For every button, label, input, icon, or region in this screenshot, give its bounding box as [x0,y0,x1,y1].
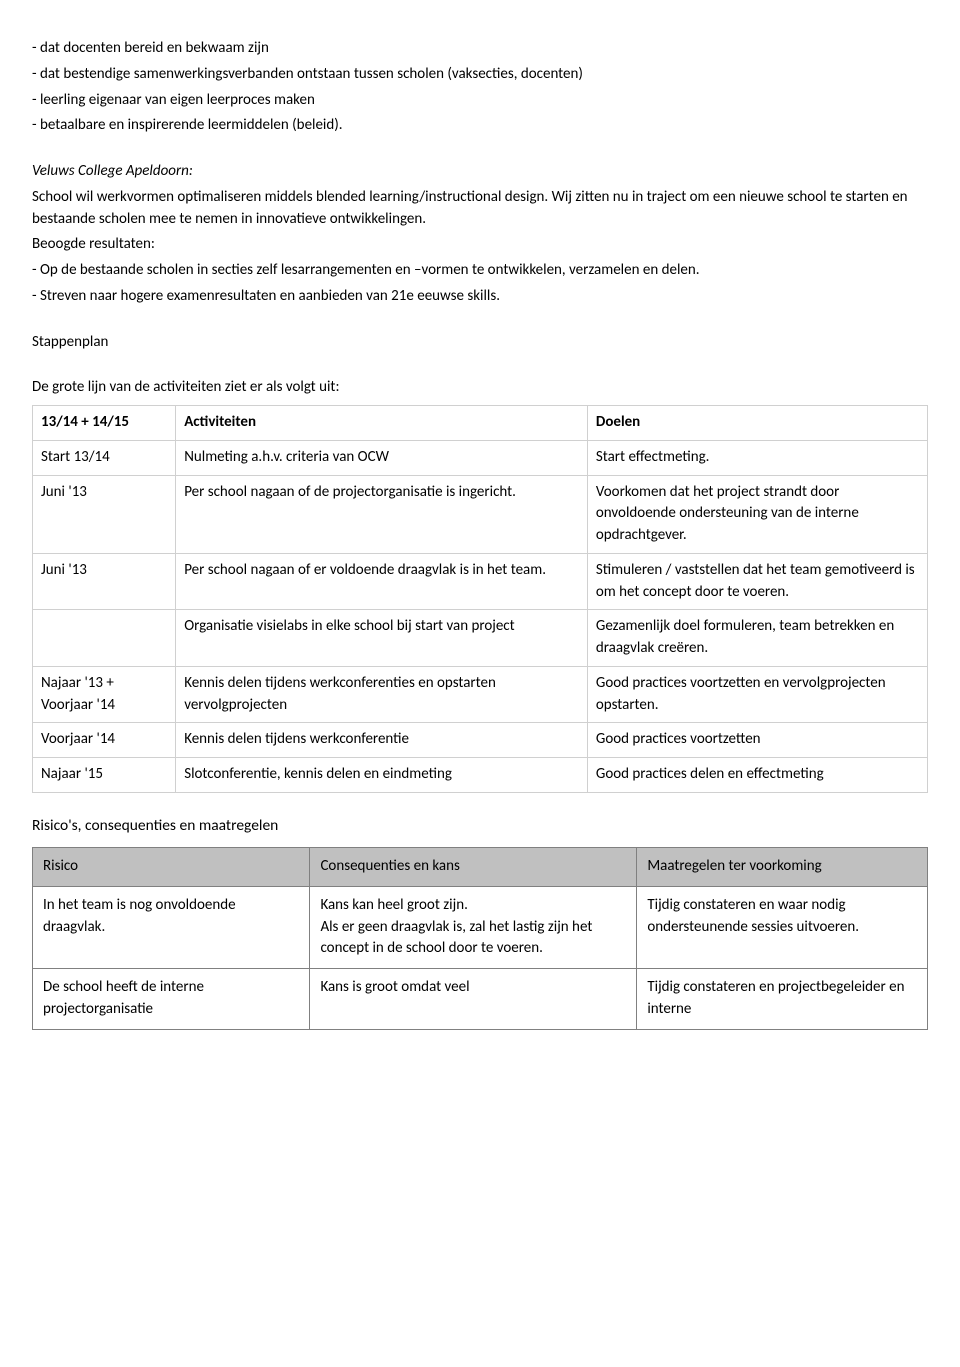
risico-conseq: Kans kan heel groot zijn. Als er geen dr… [310,886,637,968]
plan-period: Voorjaar '14 [33,723,176,758]
plan-goal: Voorkomen dat het project strandt door o… [587,475,927,553]
plan-header-goals: Doelen [587,406,927,441]
risico-heading: Risico's, consequenties en maatregelen [32,815,928,837]
plan-period: Najaar '15 [33,758,176,793]
plan-period: Juni '13 [33,475,176,553]
risico-header-row: Risico Consequenties en kans Maatregelen… [33,848,928,887]
plan-goal: Start effectmeting. [587,440,927,475]
plan-goal: Good practices delen en effectmeting [587,758,927,793]
table-row: Organisatie visielabs in elke school bij… [33,610,928,667]
intro-bullet: - dat bestendige samenwerkingsverbanden … [32,64,928,86]
plan-header-row: 13/14 + 14/15 Activiteiten Doelen [33,406,928,441]
risico-header-risk: Risico [33,848,310,887]
plan-goal: Stimuleren / vaststellen dat het team ge… [587,553,927,610]
veluws-p2: Beoogde resultaten: [32,234,928,256]
plan-activity: Organisatie visielabs in elke school bij… [176,610,588,667]
veluws-title: Veluws College Apeldoorn: [32,161,928,183]
plan-period: Najaar '13 + Voorjaar '14 [33,666,176,723]
plan-table: 13/14 + 14/15 Activiteiten Doelen Start … [32,405,928,793]
table-row: In het team is nog onvoldoende draagvlak… [33,886,928,968]
plan-period [33,610,176,667]
risico-table: Risico Consequenties en kans Maatregelen… [32,847,928,1030]
table-row: Juni '13 Per school nagaan of de project… [33,475,928,553]
risico-risk: De school heeft de interne projectorgani… [33,969,310,1030]
risico-risk: In het team is nog onvoldoende draagvlak… [33,886,310,968]
plan-header-period: 13/14 + 14/15 [33,406,176,441]
veluws-b1: - Op de bestaande scholen in secties zel… [32,260,928,282]
plan-goal: Good practices voortzetten [587,723,927,758]
intro-bullet: - betaalbare en inspirerende leermiddele… [32,115,928,137]
plan-goal: Good practices voortzetten en vervolgpro… [587,666,927,723]
plan-period: Juni '13 [33,553,176,610]
table-row: Najaar '15 Slotconferentie, kennis delen… [33,758,928,793]
plan-activity: Slotconferentie, kennis delen en eindmet… [176,758,588,793]
intro-bullet: - leerling eigenaar van eigen leerproces… [32,90,928,112]
risico-measures: Tijdig constateren en projectbegeleider … [637,969,928,1030]
risico-header-conseq: Consequenties en kans [310,848,637,887]
table-row: Voorjaar '14 Kennis delen tijdens werkco… [33,723,928,758]
risico-body: In het team is nog onvoldoende draagvlak… [33,886,928,1029]
plan-header-activities: Activiteiten [176,406,588,441]
stappenplan-heading: Stappenplan [32,332,928,354]
risico-conseq: Kans is groot omdat veel [310,969,637,1030]
plan-body: Start 13/14 Nulmeting a.h.v. criteria va… [33,440,928,792]
plan-activity: Nulmeting a.h.v. criteria van OCW [176,440,588,475]
intro-bullets: - dat docenten bereid en bekwaam zijn - … [32,38,928,137]
risico-header-measures: Maatregelen ter voorkoming [637,848,928,887]
veluws-p1: School wil werkvormen optimaliseren midd… [32,187,928,231]
intro-bullet: - dat docenten bereid en bekwaam zijn [32,38,928,60]
veluws-b2: - Streven naar hogere examenresultaten e… [32,286,928,308]
plan-period: Start 13/14 [33,440,176,475]
plan-activity: Kennis delen tijdens werkconferenties en… [176,666,588,723]
plan-activity: Per school nagaan of de projectorganisat… [176,475,588,553]
risico-measures: Tijdig constateren en waar nodig onderst… [637,886,928,968]
plan-activity: Kennis delen tijdens werkconferentie [176,723,588,758]
plan-activity: Per school nagaan of er voldoende draagv… [176,553,588,610]
table-row: Start 13/14 Nulmeting a.h.v. criteria va… [33,440,928,475]
table-row: Juni '13 Per school nagaan of er voldoen… [33,553,928,610]
table-row: Najaar '13 + Voorjaar '14 Kennis delen t… [33,666,928,723]
veluws-block: Veluws College Apeldoorn: School wil wer… [32,161,928,308]
stappenplan-intro: De grote lijn van de activiteiten ziet e… [32,377,928,399]
table-row: De school heeft de interne projectorgani… [33,969,928,1030]
plan-goal: Gezamenlijk doel formuleren, team betrek… [587,610,927,667]
